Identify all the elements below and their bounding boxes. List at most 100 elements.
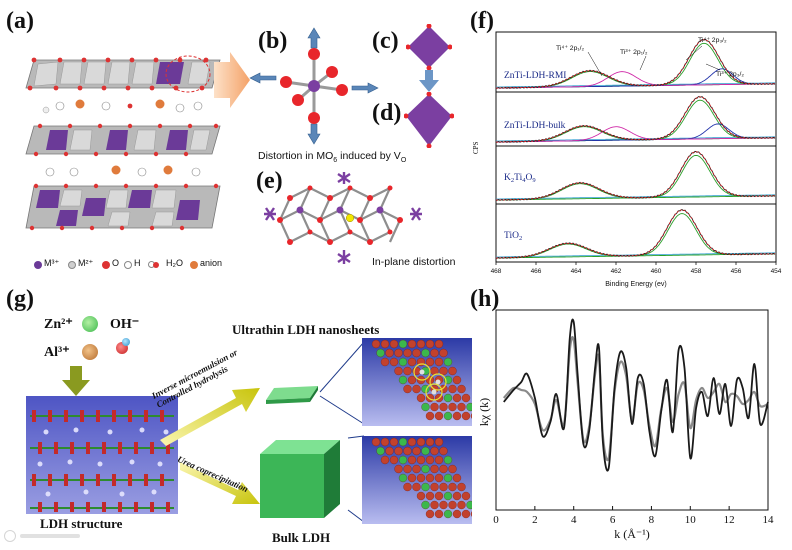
- zoom-lines: [319, 341, 365, 523]
- xps-name-k2ti4o9: K2Ti4O9: [504, 173, 536, 184]
- atom-27: [421, 464, 430, 474]
- legend-h-label: H: [134, 258, 141, 268]
- atom-50: [461, 491, 471, 501]
- atom-21: [425, 455, 435, 465]
- atom-45: [416, 393, 426, 403]
- xps-raw-0: [495, 38, 776, 90]
- panel-a-to-b-arrow-icon: [214, 52, 250, 108]
- xps-frame: [495, 31, 777, 263]
- exafs-tick-label-4: 8: [649, 514, 655, 526]
- xps-name-bulk: ZnTi-LDH-bulk: [504, 121, 566, 131]
- atom-10: [394, 348, 403, 358]
- atom-9: [385, 348, 394, 358]
- atom-52: [430, 402, 439, 412]
- atom-8: [376, 348, 385, 358]
- atom-9: [385, 446, 394, 456]
- atom-56: [466, 500, 472, 510]
- atom-24: [394, 464, 403, 474]
- atom-43: [448, 384, 457, 394]
- atom-49: [452, 393, 462, 403]
- exafs-tick-label-3: 6: [610, 514, 616, 526]
- atom-42: [439, 482, 448, 492]
- atom-58: [434, 509, 444, 519]
- atom-1: [380, 437, 390, 447]
- atom-5: [416, 339, 426, 349]
- atom-59: [443, 509, 453, 519]
- vacancy-ring-0: [413, 363, 431, 381]
- atom-25: [403, 366, 412, 376]
- atom-19: [407, 357, 417, 367]
- atom-15: [439, 446, 448, 456]
- exafs-ylabel: kχ (k): [477, 398, 491, 426]
- xps-tick-label-2: 464: [571, 268, 582, 275]
- xps-fit-0: [496, 39, 775, 89]
- panel-e-caption: In-plane distortion: [372, 256, 456, 268]
- atom-24: [394, 366, 403, 376]
- exafs-line-series-1: [503, 318, 769, 472]
- atom-10: [394, 446, 403, 456]
- atom-0: [371, 437, 381, 447]
- legend-m3-icon: [34, 261, 42, 269]
- atom-48: [443, 491, 453, 501]
- atom-40: [421, 482, 430, 492]
- atom-32: [407, 473, 417, 483]
- exafs-tick-label-1: 2: [532, 514, 538, 526]
- atom-44: [457, 384, 466, 394]
- xps-tick-label-1: 466: [531, 268, 542, 275]
- atom-41: [430, 482, 439, 492]
- atom-59: [443, 411, 453, 421]
- atom-4: [407, 437, 417, 447]
- atom-39: [412, 384, 421, 394]
- atom-16: [380, 357, 390, 367]
- legend-water-icon: [148, 261, 162, 269]
- ultrathin-title: Ultrathin LDH nanosheets: [232, 322, 380, 337]
- atom-0: [371, 339, 381, 349]
- legend-m2-icon: [68, 261, 76, 269]
- panel-label-d: (d): [372, 100, 402, 126]
- atom-8: [376, 446, 385, 456]
- atom-32: [407, 375, 417, 385]
- atom-38: [403, 384, 412, 394]
- exafs-tick-label-5: 10: [685, 514, 697, 526]
- watermark-logo: [4, 528, 84, 544]
- xps-tick-label-3: 462: [611, 268, 622, 275]
- bulk-atomic-sheet-image: [362, 436, 472, 524]
- xps-label-ti4-2p12: Ti⁴⁺ 2p₁/₂: [556, 45, 585, 52]
- exafs-frame: [495, 309, 769, 511]
- atom-13: [421, 446, 430, 456]
- caption-sub-o: O: [400, 157, 407, 165]
- xps-xlabel: Binding Energy (ev): [605, 281, 666, 288]
- atom-45: [416, 491, 426, 501]
- xps-x-ticks: 468 466 464 462 460 458 456 454: [491, 262, 782, 275]
- panel-label-b: (b): [258, 28, 288, 54]
- atom-53: [439, 500, 448, 510]
- atom-44: [457, 482, 466, 492]
- atom-29: [439, 464, 448, 474]
- legend-o-icon: [102, 261, 110, 269]
- panel-a-legend: M³⁺ M²⁺ O H H₂O anion: [34, 258, 244, 272]
- atom-50: [461, 393, 471, 403]
- exafs-x-ticks: 0 2 4 6 8 10 12 14: [493, 506, 774, 526]
- vacancy-site-2: [431, 389, 437, 395]
- panel-c-octahedron: [406, 24, 452, 70]
- c-to-d-arrow-icon: [419, 70, 439, 92]
- atom-46: [425, 491, 435, 501]
- atom-51: [421, 500, 430, 510]
- atom-31: [398, 375, 408, 385]
- xps-label-ti3-2p32: Ti³⁺ 2p₃/₂: [716, 71, 744, 78]
- atom-52: [430, 500, 439, 510]
- atom-12: [412, 446, 421, 456]
- xps-raw-3: [495, 208, 776, 260]
- atom-12: [412, 348, 421, 358]
- atom-30: [448, 366, 457, 376]
- atom-56: [466, 402, 472, 412]
- legend-h-icon: [124, 261, 132, 269]
- atom-31: [398, 473, 408, 483]
- atom-57: [425, 509, 435, 519]
- atom-6: [425, 437, 435, 447]
- atom-51: [421, 402, 430, 412]
- ion-zn-label: Zn²⁺: [44, 317, 73, 332]
- atom-49: [452, 491, 462, 501]
- caption-mo: Distortion in MO: [258, 150, 334, 162]
- ultrathin-nanosheet-image: [266, 386, 318, 404]
